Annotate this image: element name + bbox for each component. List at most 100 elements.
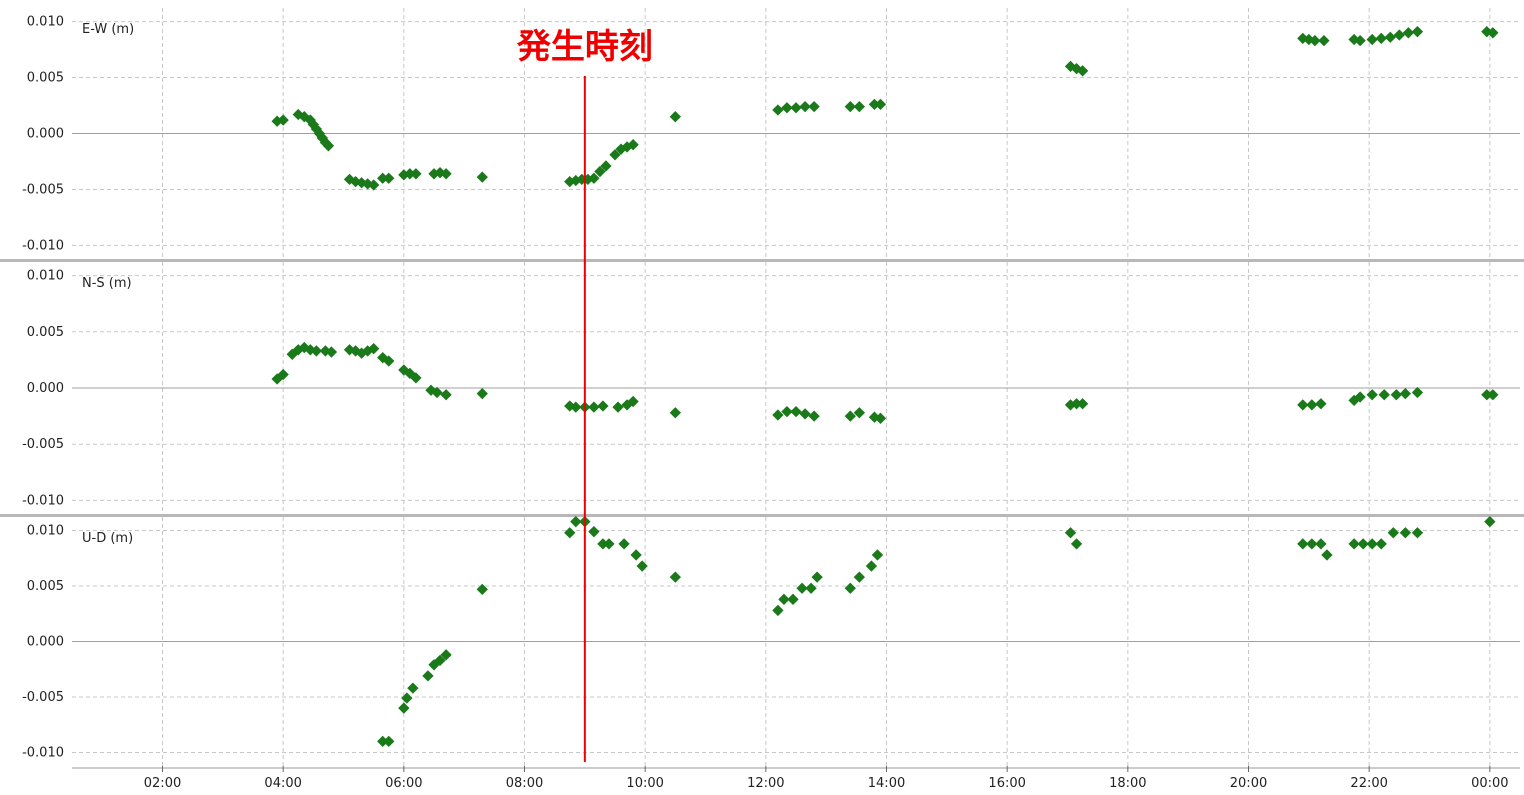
x-tick-label: 18:00 (1109, 776, 1146, 791)
data-point (368, 179, 380, 191)
data-point (410, 372, 422, 384)
data-point (799, 408, 811, 420)
data-point (1357, 538, 1369, 550)
data-point (1399, 387, 1412, 400)
data-point (588, 526, 600, 538)
data-point (1321, 549, 1333, 561)
data-point (772, 604, 784, 617)
data-point (1306, 399, 1318, 411)
data-point (377, 172, 389, 184)
data-point (1354, 34, 1366, 47)
data-point (1076, 65, 1089, 77)
data-point (570, 516, 582, 528)
data-point (796, 582, 808, 594)
data-point (1487, 27, 1499, 39)
data-point (627, 139, 639, 151)
data-point (597, 400, 609, 412)
data-point (1481, 389, 1493, 401)
data-point (1378, 389, 1390, 401)
data-point (603, 538, 615, 550)
data-point (609, 149, 621, 161)
data-point (669, 407, 681, 419)
data-point (1306, 538, 1318, 550)
data-point (618, 538, 630, 550)
data-point (1366, 389, 1378, 401)
data-point (383, 735, 395, 748)
data-point (1402, 27, 1415, 39)
data-point (1315, 538, 1327, 550)
data-point (564, 527, 576, 539)
x-tick-label: 10:00 (626, 776, 663, 791)
data-point (1384, 31, 1396, 43)
data-point (1411, 26, 1424, 38)
data-point (440, 389, 452, 401)
data-point (1366, 33, 1378, 46)
y-tick-label: -0.010 (22, 493, 64, 508)
x-axis: 02:00 04:00 06:00 08:00 10:00 12:00 14:00 16:00… (72, 766, 1520, 791)
y-tick-label: 0.010 (27, 524, 64, 539)
y-tick-label: 0.005 (27, 579, 64, 594)
data-point (1411, 386, 1424, 399)
data-point (401, 692, 413, 704)
data-point (844, 582, 856, 594)
data-point (434, 654, 446, 667)
data-point (588, 172, 600, 184)
panel-label: N-S (m) (82, 276, 132, 291)
data-point (630, 549, 642, 561)
data-point (1309, 34, 1321, 47)
data-point (808, 410, 820, 422)
data-point (1318, 34, 1330, 47)
data-point (322, 140, 335, 152)
data-point (1354, 391, 1366, 403)
data-point (1297, 538, 1309, 550)
y-tick-label: 0.010 (27, 15, 64, 30)
x-tick-label: 16:00 (988, 776, 1025, 791)
data-point (440, 649, 452, 661)
x-tick-label: 12:00 (747, 776, 784, 791)
x-tick-label: 20:00 (1230, 776, 1267, 791)
panel-label: E-W (m) (82, 22, 134, 37)
y-tick-label: -0.010 (22, 745, 64, 760)
data-point (853, 407, 866, 419)
data-point (1070, 398, 1083, 410)
data-point (1297, 399, 1309, 411)
data-point (1375, 32, 1387, 45)
data-point (1076, 398, 1089, 410)
data-point (865, 560, 878, 572)
data-point (772, 409, 784, 421)
data-point (404, 168, 416, 180)
data-point (410, 168, 422, 180)
x-tick-label: 06:00 (385, 776, 422, 791)
data-point (1399, 527, 1412, 539)
data-point (1348, 538, 1360, 550)
data-point (871, 549, 884, 561)
data-point (597, 538, 609, 550)
data-point (669, 571, 681, 583)
data-point (588, 401, 600, 413)
data-point (1393, 29, 1405, 41)
data-point (1064, 527, 1077, 539)
data-point (398, 702, 410, 714)
x-tick-label: 04:00 (264, 776, 301, 791)
data-point (476, 171, 488, 183)
data-point (422, 670, 434, 682)
data-point (377, 735, 389, 748)
panel-1: 0.010 0.005 0.000 -0.005 -0.010 N-S (m) (0, 262, 1524, 517)
data-point (310, 345, 323, 357)
panel-label: U-D (m) (82, 531, 133, 546)
data-point (805, 582, 817, 594)
data-point (790, 405, 802, 418)
event-layer: 発生時刻 (517, 27, 653, 762)
y-tick-label: -0.005 (22, 437, 64, 452)
data-point (325, 346, 338, 358)
data-point (594, 165, 606, 178)
data-point (1315, 398, 1327, 410)
data-point (570, 401, 582, 413)
y-tick-label: 0.000 (27, 635, 64, 650)
y-tick-label: -0.010 (22, 238, 64, 253)
data-point (431, 386, 443, 399)
data-point (383, 172, 395, 184)
x-tick-label: 00:00 (1471, 776, 1508, 791)
